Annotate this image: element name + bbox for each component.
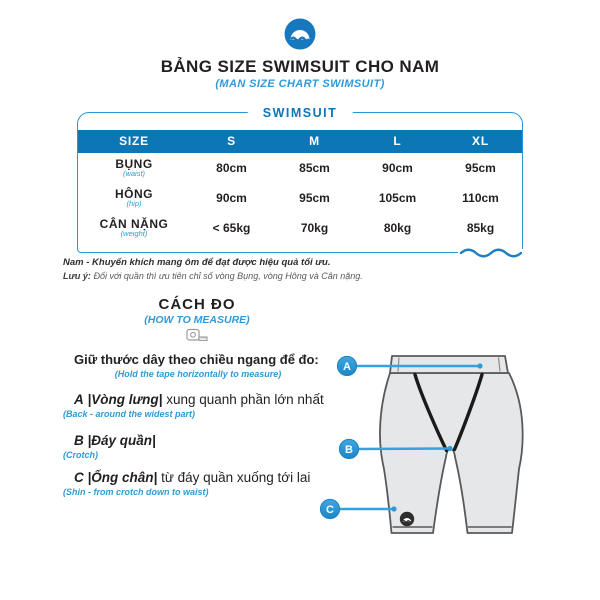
table-section-label: SWIMSUIT — [247, 105, 353, 121]
marker-a: A — [336, 355, 358, 377]
measure-title: CÁCH ĐO — [158, 296, 236, 313]
marker-b-label: B — [345, 444, 353, 456]
shorts-body-shape — [379, 372, 524, 534]
leader-lines — [337, 364, 482, 511]
leader-line-b — [356, 447, 452, 451]
measure-subtitle: (HOW TO MEASURE) — [144, 314, 250, 326]
column-header-size: SIZE — [119, 134, 149, 148]
measure-item-c: C |Ống chân| từ đáy quần xuống tới lai — [63, 469, 358, 486]
marker-c: C — [319, 498, 341, 520]
measure-item-c-desc: từ đáy quần xuống tới lai — [161, 470, 311, 485]
measure-item-b-term: |Đáy quần| — [87, 433, 156, 448]
measure-item-b-caption: (Crotch) — [63, 450, 98, 460]
cell-waist-xl: 95cm — [465, 160, 496, 175]
cell-weight-s: < 65kg — [212, 220, 251, 235]
row-label-hip: HÔNG — [115, 186, 153, 201]
measure-intro: Giữ thước dây theo chiều ngang để đo: — [74, 352, 319, 367]
row-label-weight: CÂN NẶNG — [99, 216, 169, 231]
cell-hip-l: 105cm — [378, 190, 417, 205]
shorts-diagram: A B C — [319, 355, 524, 534]
column-header-l: L — [393, 134, 402, 148]
table-header-row: SIZE S M L XL — [78, 129, 522, 153]
cell-waist-m: 85cm — [299, 160, 330, 175]
measure-item-a-caption: (Back - around the widest part) — [63, 409, 196, 419]
measure-item-c-term: |Ống chân| — [87, 470, 158, 485]
measure-item-c-caption: (Shin - from crotch down to waist) — [63, 487, 209, 497]
fit-note: Nam - Khuyến khích mang ôm để đạt được h… — [63, 257, 331, 268]
cell-waist-s: 80cm — [216, 160, 247, 175]
measure-item-a-desc: xung quanh phần lớn nhất — [166, 392, 324, 407]
measure-item-a: A |Vòng lưng| xung quanh phần lớn nhất — [63, 391, 358, 408]
cell-weight-l: 80kg — [383, 220, 412, 235]
right-seam — [452, 372, 484, 452]
brand-logo-icon — [284, 18, 316, 50]
cell-hip-s: 90cm — [216, 190, 247, 205]
waistband-seams — [397, 357, 501, 372]
table-row-waist: BỤNG (waist) 80cm 85cm 90cm 95cm — [78, 153, 522, 183]
marker-a-label: A — [343, 361, 351, 373]
cell-weight-xl: 85kg — [466, 220, 495, 235]
left-seam — [413, 372, 449, 453]
general-note-label: Lưu ý: — [63, 271, 91, 281]
marker-c-label: C — [326, 504, 334, 516]
measure-item-b: B |Đáy quần| — [63, 432, 358, 449]
measure-intro-en: (Hold the tape horizontally to measure) — [114, 369, 282, 379]
size-table: SWIMSUIT SIZE S M L XL BỤNG (waist) 80cm… — [77, 105, 524, 258]
cell-weight-m: 70kg — [300, 220, 329, 235]
shorts-waistband — [389, 355, 509, 374]
marker-b: B — [338, 438, 360, 460]
measure-instructions: Giữ thước dây theo chiều ngang để đo: (H… — [63, 352, 358, 497]
row-sublabel-hip: (hip) — [126, 198, 142, 208]
general-note-text: Đối với quần thì ưu tiên chỉ số vòng Bụn… — [93, 271, 363, 281]
row-sublabel-weight: (weight) — [120, 228, 148, 238]
wave-decoration-icon — [459, 248, 523, 258]
row-sublabel-waist: (waist) — [122, 168, 146, 178]
notes-block: Nam - Khuyến khích mang ôm để đạt được h… — [63, 257, 363, 281]
measure-section-heading: CÁCH ĐO (HOW TO MEASURE) — [63, 296, 331, 349]
column-header-s: S — [227, 134, 236, 148]
column-header-m: M — [309, 134, 320, 148]
general-note: Lưu ý: Đối với quần thì ưu tiên chỉ số v… — [63, 271, 363, 281]
cell-hip-xl: 110cm — [462, 190, 499, 205]
table-row-hip: HÔNG (hip) 90cm 95cm 105cm 110cm — [78, 183, 522, 213]
table-row-weight: CÂN NẶNG (weight) < 65kg 70kg 80kg 85kg — [78, 213, 522, 243]
leader-dots — [391, 363, 483, 512]
page-title: BẢNG SIZE SWIMSUIT CHO NAM — [160, 57, 440, 76]
cell-waist-l: 90cm — [382, 160, 413, 175]
column-header-xl: XL — [472, 134, 489, 148]
measure-item-a-term: |Vòng lưng| — [87, 392, 163, 407]
cell-hip-m: 95cm — [299, 190, 330, 205]
measure-item-a-key: A — [74, 392, 84, 407]
shorts-logo-icon — [399, 511, 415, 527]
measure-item-c-key: C — [74, 470, 84, 485]
measure-item-b-key: B — [74, 433, 84, 448]
tape-measure-icon — [63, 328, 331, 349]
row-label-waist: BỤNG — [115, 156, 153, 171]
page-subtitle: (MAN SIZE CHART SWIMSUIT) — [215, 78, 385, 90]
